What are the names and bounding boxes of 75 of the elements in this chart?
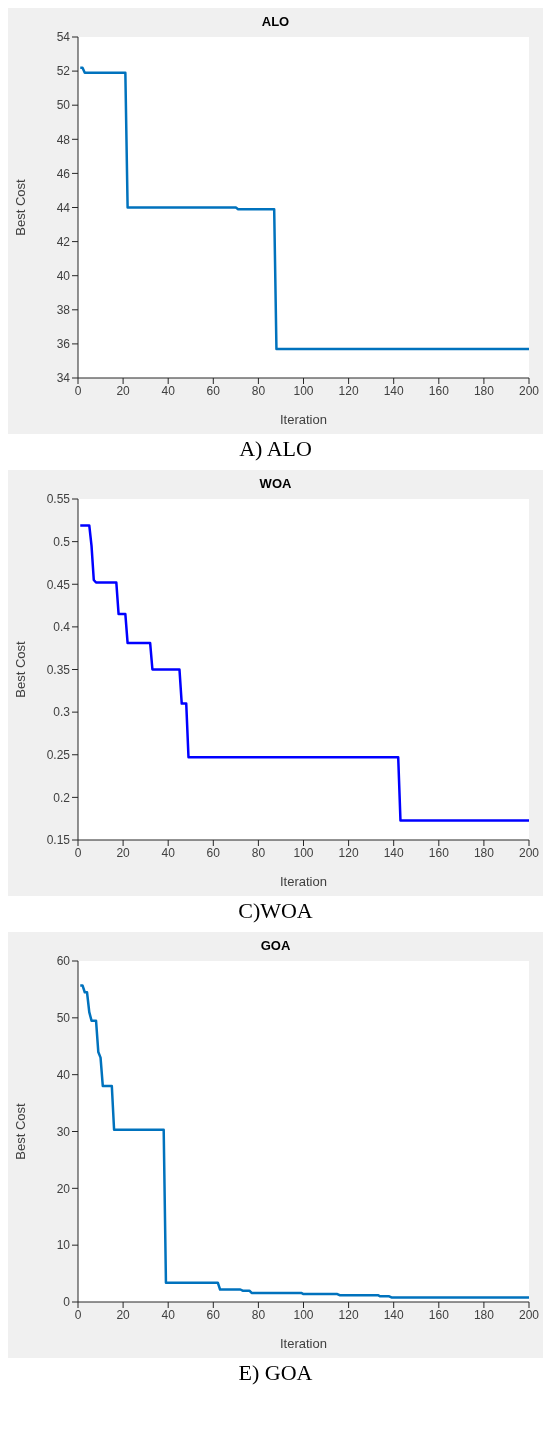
x-tick-label: 20 (116, 845, 131, 860)
y-tick-label: 30 (56, 1124, 71, 1139)
text: E) GOA (237, 1360, 314, 1386)
text: A) ALO (238, 436, 313, 462)
y-tick-label: 10 (56, 1238, 71, 1253)
x-tick-label: 140 (383, 1307, 405, 1322)
y-tick-label: 48 (56, 132, 71, 147)
x-tick-label: 200 (518, 845, 540, 860)
x-tick-label: 200 (518, 1307, 540, 1322)
x-tick-label: 40 (161, 1307, 176, 1322)
y-tick-label: 40 (56, 268, 71, 283)
x-tick-label: 80 (251, 845, 266, 860)
chart-title: ALO (260, 13, 291, 29)
x-tick-label: 100 (293, 1307, 314, 1322)
x-tick-label: 20 (116, 1307, 131, 1322)
x-tick-label: 20 (116, 383, 131, 398)
x-tick-label: 160 (428, 845, 450, 860)
x-tick-label: 40 (161, 383, 176, 398)
x-tick-label: 60 (206, 383, 221, 398)
y-tick-label: 50 (56, 98, 71, 113)
y-tick-label: 0.55 (46, 492, 71, 507)
x-tick-label: 40 (161, 845, 176, 860)
x-tick-label: 180 (473, 845, 495, 860)
y-tick-label: 20 (56, 1181, 71, 1196)
y-tick-label: 0.35 (46, 662, 71, 677)
x-axis-title: Iteration (280, 412, 327, 427)
line-series (79, 984, 529, 1299)
x-tick-label: 60 (206, 845, 221, 860)
x-tick-label: 80 (251, 1307, 266, 1322)
x-tick-label: 180 (473, 383, 495, 398)
x-tick-label: 100 (293, 845, 314, 860)
y-tick-label: 52 (56, 64, 71, 79)
y-tick-label: 54 (56, 30, 71, 45)
y-tick-label: 36 (56, 337, 71, 352)
x-axis-title: Iteration (280, 874, 327, 889)
chart-title: WOA (258, 475, 293, 491)
x-tick-label: 200 (518, 383, 540, 398)
x-tick-label: 160 (428, 383, 450, 398)
y-tick-label: 0.5 (53, 534, 71, 549)
y-tick-label: 60 (56, 954, 71, 969)
y-tick-label: 0.45 (46, 577, 71, 592)
y-tick-label: 0.25 (46, 748, 71, 763)
y-tick-label: 0.3 (53, 705, 71, 720)
x-tick-label: 140 (383, 383, 405, 398)
y-tick-label: 0 (63, 1295, 71, 1310)
text: C)WOA (237, 898, 314, 924)
y-axis-title: Best Cost (12, 640, 28, 698)
x-tick-label: 180 (473, 1307, 495, 1322)
x-tick-label: 100 (293, 383, 314, 398)
x-tick-label: 120 (338, 383, 359, 398)
x-tick-label: 0 (74, 1307, 82, 1322)
y-tick-label: 42 (56, 234, 71, 249)
y-axis-title: Best Cost (12, 1102, 28, 1160)
y-tick-label: 50 (56, 1011, 71, 1026)
line-series (79, 524, 529, 822)
x-tick-label: 0 (74, 845, 82, 860)
x-tick-label: 0 (74, 383, 82, 398)
x-axis-title: Iteration (280, 1336, 327, 1351)
x-tick-label: 60 (206, 1307, 221, 1322)
chart-title: GOA (259, 937, 292, 953)
y-tick-label: 44 (56, 200, 71, 215)
x-tick-label: 120 (338, 845, 359, 860)
y-tick-label: 40 (56, 1067, 71, 1082)
x-tick-label: 140 (383, 845, 405, 860)
y-tick-label: 0.4 (53, 620, 71, 635)
x-tick-label: 160 (428, 1307, 450, 1322)
x-tick-label: 80 (251, 383, 266, 398)
y-tick-label: 0.2 (53, 790, 71, 805)
y-tick-label: 0.15 (46, 833, 71, 848)
x-tick-label: 120 (338, 1307, 359, 1322)
y-tick-label: 38 (56, 303, 71, 318)
y-axis-title: Best Cost (12, 178, 28, 236)
y-tick-label: 46 (56, 166, 71, 181)
y-tick-label: 34 (56, 371, 71, 386)
line-series (79, 66, 529, 351)
